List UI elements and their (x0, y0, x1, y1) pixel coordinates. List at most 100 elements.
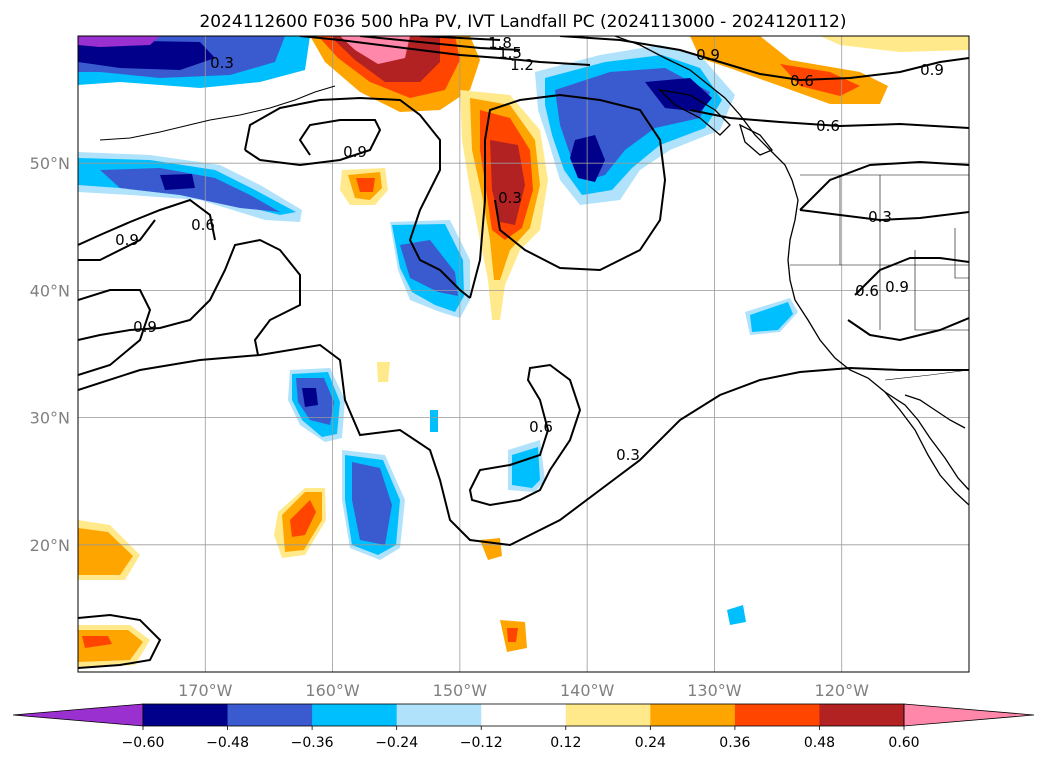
contour-line (78, 343, 969, 547)
contour-label: 0.9 (920, 61, 944, 79)
contour-label: 0.9 (133, 318, 157, 336)
contour-line (847, 317, 969, 342)
aleutian-chain (99, 85, 336, 141)
contour-line (799, 160, 969, 211)
contour-label: 0.6 (191, 216, 215, 234)
contour-label: 0.9 (696, 46, 720, 64)
political-borders (790, 174, 969, 381)
contour-line (78, 219, 156, 261)
pv-blob (430, 410, 438, 432)
contour-label: 0.9 (343, 143, 367, 161)
lat-lon-grid (78, 36, 969, 672)
pv-blob (78, 40, 215, 70)
colorbar-tick-label: −0.36 (291, 735, 334, 751)
contour-line (359, 36, 521, 51)
map-title: 2024112600 F036 500 hPa PV, IVT Landfall… (199, 12, 846, 32)
lon-tick-label: 170°W (178, 681, 233, 700)
ivt-contours (78, 36, 969, 669)
colorbar-tick-label: 0.60 (888, 735, 919, 751)
lat-tick-label: 20°N (30, 536, 70, 555)
lat-tick-label: 50°N (30, 154, 70, 173)
colorbar-extend-low (12, 703, 144, 727)
pv-blob (160, 174, 195, 190)
contour-label: 0.9 (115, 231, 139, 249)
colorbar-tick-label: −0.60 (122, 735, 165, 751)
colorbar-tick-label: 0.12 (550, 735, 581, 751)
gulf-california-coast (904, 394, 966, 429)
pv-blob (100, 168, 280, 212)
pv-blob (400, 240, 458, 296)
contour-label: 0.9 (885, 278, 909, 296)
pv-blob (78, 528, 133, 575)
coastlines (99, 36, 969, 506)
colorbar-bin (143, 704, 229, 726)
contour-label: 1.5 (498, 44, 522, 62)
colorbar-tick-label: −0.48 (206, 735, 249, 751)
lon-tick-label: 130°W (687, 681, 742, 700)
lon-tick-label: 160°W (305, 681, 360, 700)
pv-blob (820, 36, 969, 52)
contour-line (419, 36, 501, 41)
baja-california (884, 391, 969, 491)
pv-blob (302, 388, 318, 407)
contour-line (299, 36, 591, 66)
contour-label: 0.3 (498, 189, 522, 207)
lat-tick-label: 40°N (30, 281, 70, 300)
map-frame (77, 35, 970, 673)
coast-island (658, 89, 731, 136)
contour-line (799, 209, 969, 222)
contour-line (469, 93, 667, 299)
state-border (914, 250, 969, 331)
contour-label: 0.3 (616, 446, 640, 464)
pv-blob (645, 78, 712, 112)
contour-label: 0.6 (529, 418, 553, 436)
colorbar: −0.60 −0.48 −0.36 −0.24 −0.12 0.12 0.24 0.36 0.4… (12, 703, 1035, 751)
contour-line (78, 238, 301, 356)
map-area: 1.8 1.5 1.2 0.3 0.9 0.6 0.6 0.9 0.6 0.9 … (78, 34, 969, 672)
colorbar-tick-label: 0.36 (719, 735, 750, 751)
contour-line (78, 613, 162, 669)
colorbar-tick-label: 0.48 (804, 735, 835, 751)
colorbar-bin (481, 704, 567, 726)
contour-line (78, 198, 216, 246)
pv-blob (507, 628, 518, 642)
pv-blob (377, 362, 390, 382)
lat-tick-label: 30°N (30, 409, 70, 428)
coast-island (738, 123, 774, 156)
north-america-coast (614, 36, 969, 506)
contour-line (559, 36, 969, 82)
contour-labels: 1.8 1.5 1.2 0.3 0.9 0.6 0.6 0.9 0.6 0.9 … (115, 34, 944, 464)
pv-blob (727, 605, 746, 625)
colorbar-bin (819, 704, 905, 726)
pv-blob (78, 36, 160, 47)
contour-line (689, 109, 969, 129)
contour-label: 1.8 (488, 34, 512, 52)
lon-tick-label: 140°W (560, 681, 615, 700)
contour-label: 0.3 (210, 54, 234, 72)
colorbar-bin (312, 704, 398, 726)
lon-tick-label: 150°W (433, 681, 488, 700)
lon-tick-label: 120°W (815, 681, 870, 700)
colorbar-tick-label: −0.12 (460, 735, 503, 751)
contour-label: 0.6 (855, 282, 879, 300)
pv-blob (356, 178, 375, 192)
contour-line (244, 119, 382, 167)
contour-line (468, 363, 582, 507)
pv-blob (82, 636, 112, 648)
contour-label: 1.2 (510, 56, 534, 74)
colorbar-tick-label: 0.24 (635, 735, 666, 751)
colorbar-frame (142, 703, 905, 727)
colorbar-bin (227, 704, 313, 726)
contour-line (854, 257, 969, 296)
colorbar-bin (396, 704, 482, 726)
colorbar-bin (565, 704, 651, 726)
pv-blob (352, 462, 392, 545)
us-mexico-border (884, 369, 969, 381)
contour-line (244, 96, 471, 299)
contour-label: 0.6 (790, 72, 814, 90)
colorbar-extend-high (903, 703, 1035, 727)
contour-label: 0.3 (868, 208, 892, 226)
colorbar-bin (650, 704, 736, 726)
pv-blob (750, 302, 793, 332)
